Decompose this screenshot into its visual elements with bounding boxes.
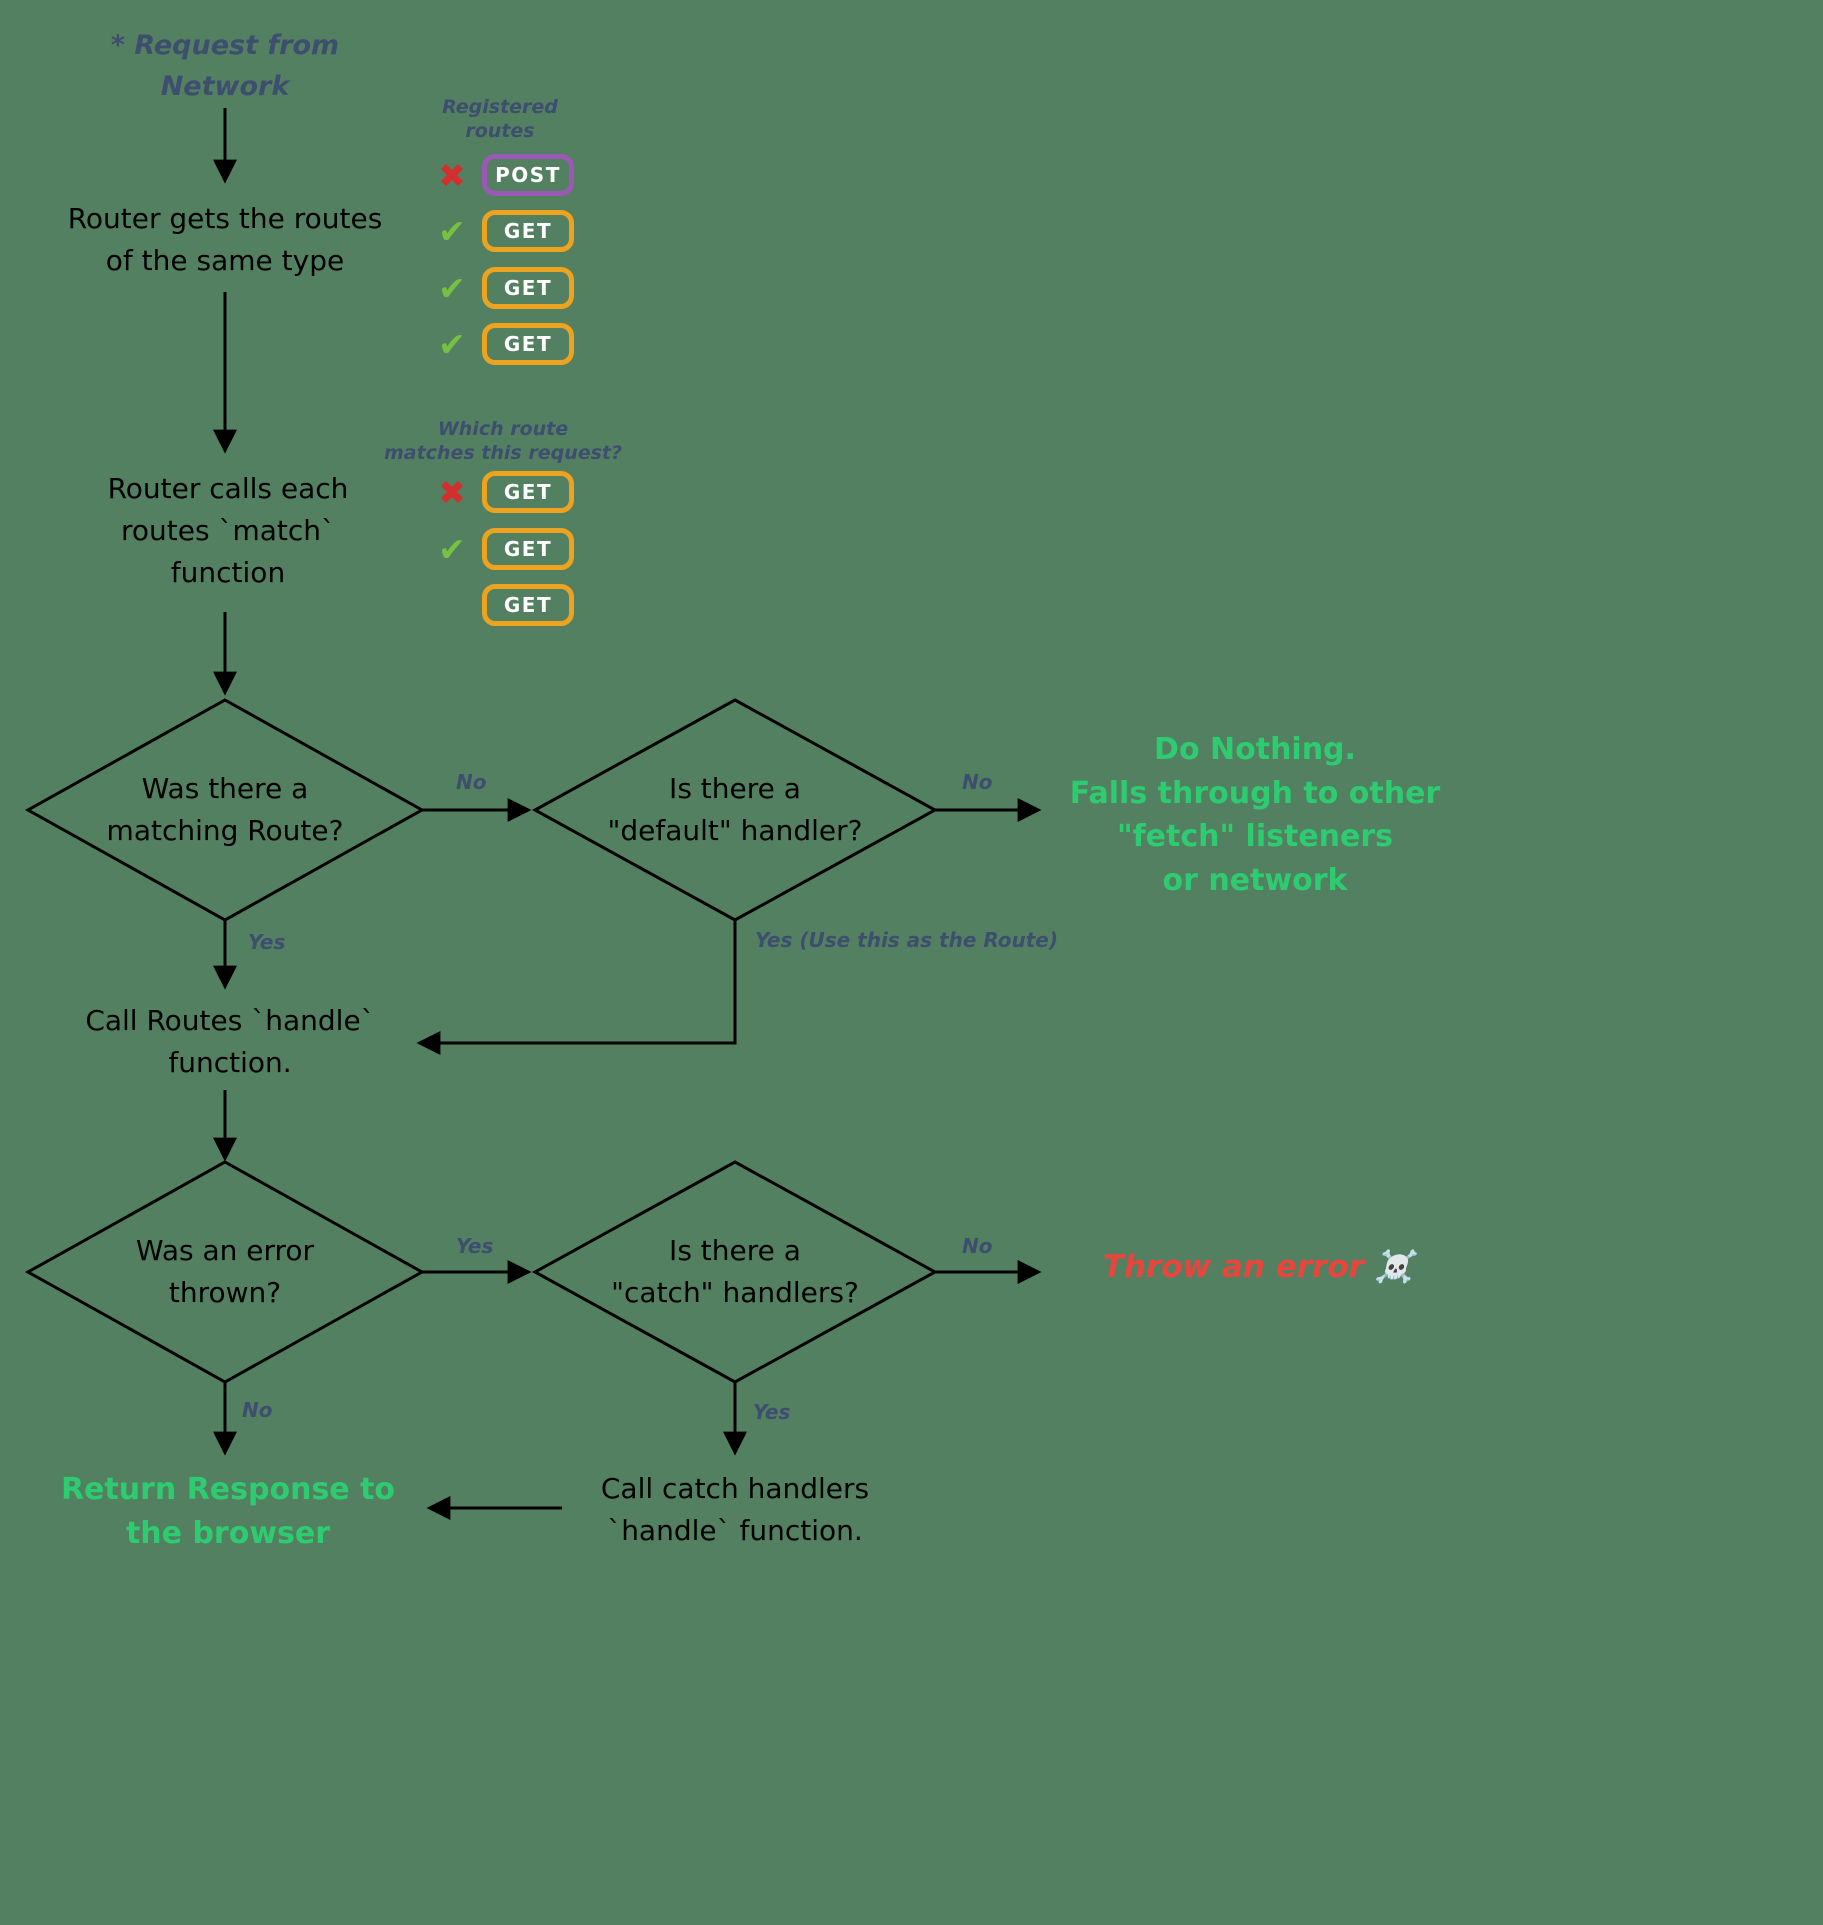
decision-matching-route-label: Was there a matching Route? [106,772,344,847]
start-node-request-from-network: * Request from Network [110,30,340,102]
step-router-calls-match: Router calls each routes `match` functio… [107,472,349,589]
edge-label-yes-default: Yes (Use this as the Route) [755,928,1059,952]
route-badge-get: GET [482,267,574,309]
route-badge-get: GET [482,210,574,252]
edge-label-yes-match: Yes [248,930,286,954]
step-call-catch-handle: Call catch handlers `handle` function. [600,1472,870,1547]
route-row: ✔ GET [430,321,574,367]
route-row: GET [430,582,574,628]
step-router-gets-routes: Router gets the routes of the same type [67,202,383,277]
cross-icon: ✖ [438,472,466,512]
route-row: ✔ GET [430,265,574,311]
edge-label-yes-error: Yes [456,1234,494,1258]
route-badge-get: GET [482,528,574,570]
annotation-which-route: Which route matches this request? [383,418,623,464]
route-badge-post: POST [482,154,574,196]
route-badge-get: GET [482,323,574,365]
route-row: ✔ GET [430,526,574,572]
check-icon: ✔ [438,268,466,308]
route-row: ✖ POST [430,152,574,198]
outcome-do-nothing: Do Nothing. Falls through to other "fetc… [1069,732,1441,898]
edge-label-no-match: No [456,770,487,794]
check-icon: ✔ [438,529,466,569]
outcome-return-response: Return Response to the browser [60,1472,396,1551]
route-row: ✖ GET [430,469,574,515]
step-call-route-handle: Call Routes `handle` function. [85,1004,375,1079]
outcome-throw-error: Throw an error ☠️ [1102,1249,1414,1285]
route-row: ✔ GET [430,208,574,254]
edge-label-no-default: No [962,770,993,794]
annotation-registered-routes: Registered routes [442,96,558,142]
decision-catch-handler-label: Is there a "catch" handlers? [611,1234,859,1309]
edge-label-no-catch: No [962,1234,993,1258]
check-icon: ✔ [438,211,466,251]
cross-icon: ✖ [438,155,466,195]
route-badge-get: GET [482,471,574,513]
route-badge-get: GET [482,584,574,626]
decision-default-handler-label: Is there a "default" handler? [607,772,863,847]
check-icon: ✔ [438,324,466,364]
edge-label-no-error: No [242,1398,273,1422]
edge-label-yes-catch: Yes [753,1400,791,1424]
decision-error-thrown-label: Was an error thrown? [135,1234,315,1309]
arrow-yes-default-to-handle [416,920,737,1055]
